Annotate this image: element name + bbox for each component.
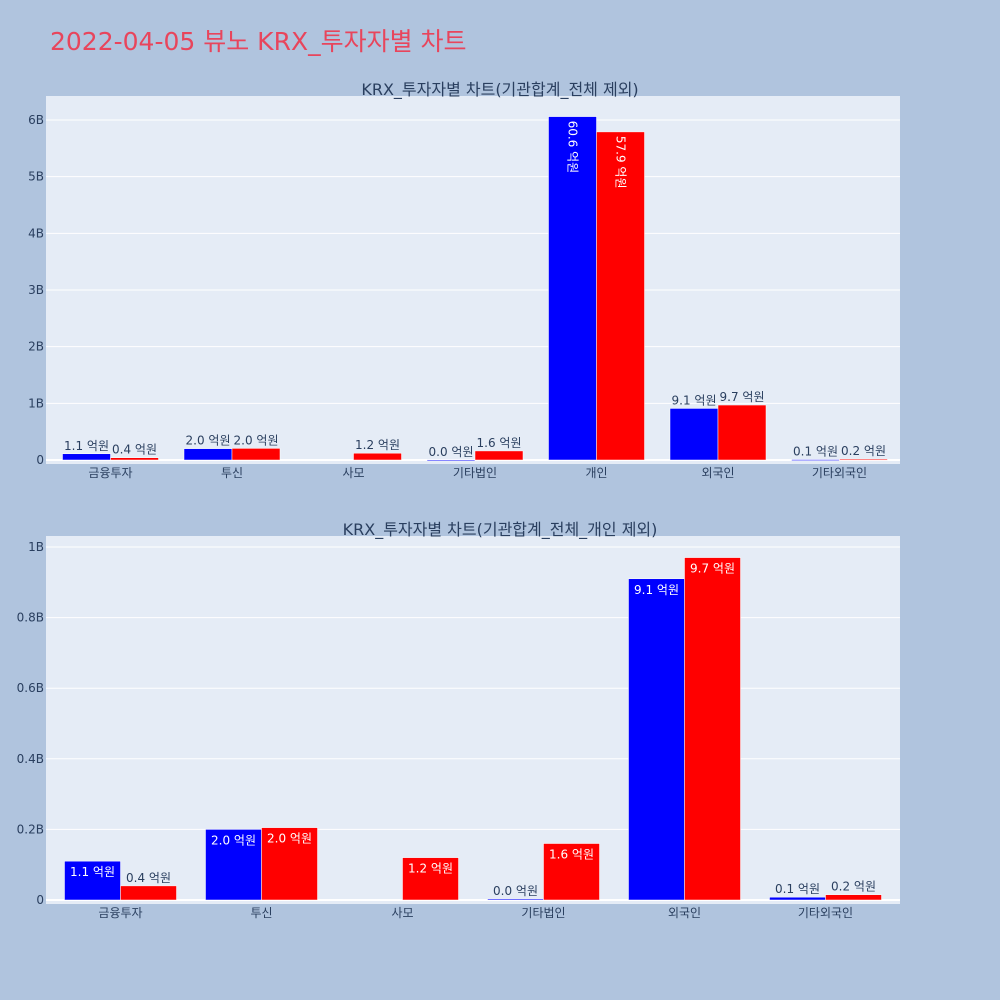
page-title: 2022-04-05 뷰노 KRX_투자자별 차트 bbox=[50, 27, 467, 56]
x-tick-label: 외국인 bbox=[668, 906, 701, 920]
data-label: 2.0 억원 bbox=[186, 434, 231, 448]
bar bbox=[596, 131, 645, 461]
x-tick-label: 투신 bbox=[250, 906, 272, 920]
y-tick-label: 0.6B bbox=[17, 681, 44, 695]
bar bbox=[839, 458, 888, 461]
data-label: 1.2 억원 bbox=[355, 438, 400, 452]
data-label: 9.7 억원 bbox=[690, 562, 735, 576]
bar bbox=[717, 404, 767, 461]
y-tick-label: 0.4B bbox=[17, 752, 44, 766]
bar bbox=[64, 860, 121, 901]
data-label: 2.0 억원 bbox=[234, 433, 279, 447]
x-tick-label: 사모 bbox=[342, 466, 364, 480]
bar bbox=[231, 448, 281, 461]
y-tick-label: 1B bbox=[28, 396, 44, 410]
chart-bottom: KRX_투자자별 차트(기관합계_전체_개인 제외) 0 0.2B 0.4B 0.6B 0… bbox=[17, 520, 900, 920]
data-label: 1.6 억원 bbox=[477, 436, 522, 450]
x-tick-label: 기타외국인 bbox=[812, 466, 867, 480]
chart-top: KRX_투자자별 차트(기관합계_전체 제외) 0 1B 2B 3B 4B 5B 6B 금융투자… bbox=[28, 80, 900, 480]
bar bbox=[684, 557, 741, 901]
x-tick-label: 기타법인 bbox=[453, 466, 497, 480]
bar bbox=[669, 408, 719, 461]
data-label: 9.1 억원 bbox=[634, 583, 679, 597]
x-tick-label: 금융투자 bbox=[98, 906, 142, 920]
chart-title: KRX_투자자별 차트(기관합계_전체 제외) bbox=[361, 80, 638, 100]
data-label: 57.9 억원 bbox=[614, 136, 628, 189]
y-tick-label: 6B bbox=[28, 113, 44, 127]
x-tick-label: 개인 bbox=[585, 466, 607, 480]
data-label: 0.2 억원 bbox=[841, 444, 886, 458]
bar bbox=[205, 829, 262, 901]
data-label: 0.1 억원 bbox=[793, 445, 838, 459]
y-tick-label: 0 bbox=[36, 453, 44, 467]
data-label: 0.4 억원 bbox=[112, 443, 157, 457]
y-tick-label: 1B bbox=[28, 540, 44, 554]
bar bbox=[487, 898, 544, 901]
bar bbox=[474, 450, 524, 461]
data-label: 0.2 억원 bbox=[831, 880, 876, 894]
plot-area bbox=[46, 96, 900, 464]
x-tick-label: 기타법인 bbox=[521, 906, 565, 920]
data-label: 1.6 억원 bbox=[549, 848, 594, 862]
data-label: 0.1 억원 bbox=[775, 882, 820, 896]
bar bbox=[402, 857, 459, 901]
x-tick-label: 사모 bbox=[391, 906, 413, 920]
bar bbox=[120, 885, 177, 901]
x-tick-label: 외국인 bbox=[701, 466, 734, 480]
data-label: 0.0 억원 bbox=[429, 445, 474, 459]
bar bbox=[261, 827, 318, 901]
y-tick-label: 4B bbox=[28, 226, 44, 240]
data-label: 60.6 억원 bbox=[566, 121, 580, 174]
y-tick-label: 0 bbox=[36, 893, 44, 907]
x-tick-label: 금융투자 bbox=[88, 466, 132, 480]
data-label: 1.1 억원 bbox=[64, 439, 109, 453]
bar bbox=[825, 894, 882, 901]
y-tick-label: 3B bbox=[28, 283, 44, 297]
bar bbox=[543, 843, 600, 901]
data-label: 9.7 억원 bbox=[720, 390, 765, 404]
plot-area bbox=[46, 536, 900, 904]
y-tick-label: 5B bbox=[28, 170, 44, 184]
data-label: 2.0 억원 bbox=[211, 833, 256, 847]
x-tick-label: 기타외국인 bbox=[798, 906, 853, 920]
y-tick-label: 2B bbox=[28, 340, 44, 354]
data-label: 0.4 억원 bbox=[126, 871, 171, 885]
bar bbox=[628, 578, 685, 901]
bar bbox=[769, 896, 826, 901]
data-label: 0.0 억원 bbox=[493, 884, 538, 898]
bar bbox=[110, 457, 159, 461]
bar bbox=[62, 453, 111, 461]
chart-title: KRX_투자자별 차트(기관합계_전체_개인 제외) bbox=[343, 520, 658, 540]
bar bbox=[353, 452, 402, 461]
y-tick-label: 0.8B bbox=[17, 611, 44, 625]
data-label: 9.1 억원 bbox=[672, 393, 717, 407]
bar bbox=[426, 459, 476, 462]
data-label: 1.1 억원 bbox=[70, 865, 115, 879]
x-tick-label: 투신 bbox=[221, 466, 243, 480]
data-label: 2.0 억원 bbox=[267, 832, 312, 846]
y-tick-label: 0.2B bbox=[17, 822, 44, 836]
data-label: 1.2 억원 bbox=[408, 862, 453, 876]
